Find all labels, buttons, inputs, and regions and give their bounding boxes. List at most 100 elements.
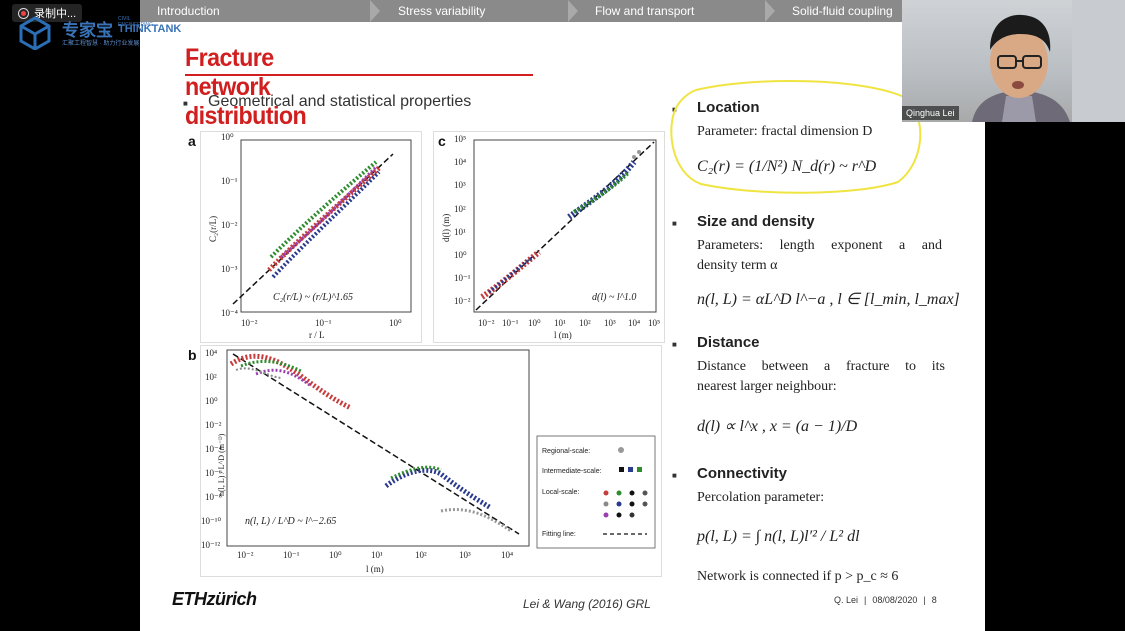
location-title: Location [697,99,760,116]
a-ytick: 10⁰ [221,132,234,142]
footer-date: 08/08/2020 [872,595,918,605]
nav-chevron [568,0,578,22]
b-legend: Regional-scale: Intermediate-scale: Loca… [536,435,656,549]
size-text-1: Parameters: length exponent a and [697,238,942,253]
b-fit-line [232,353,520,535]
slide-title: Fracture network distribution [185,44,307,130]
a-ytick: 10⁻³ [221,264,238,274]
location-text: Parameter: fractal dimension D [697,124,873,139]
recording-indicator[interactable]: 录制中... [12,4,83,22]
c-xtick: 10² [579,318,591,328]
bullet-icon: ■ [672,219,677,228]
presenter-avatar [972,0,1125,122]
logo-en: THINKTANK [118,23,182,35]
connectivity-formula: p(l, L) = ∫ n(l, L)l′² / L² dl [697,528,860,545]
c-ytick: 10⁻² [454,296,471,306]
c-xtick: 10⁴ [628,318,640,328]
a-ytick: 10⁻² [221,220,238,230]
panel-b-label: b [188,347,197,363]
a-xtick: 10⁰ [389,318,402,328]
nav-item-coupling[interactable]: Solid-fluid coupling [792,4,893,18]
legend-fitting: Fitting line: [542,531,576,538]
bullet-icon: ■ [672,340,677,349]
a-ylabel: C₂(r/L) [208,216,218,242]
connectivity-text-2: Network is connected if p > p_c ≈ 6 [697,569,899,584]
connectivity-text-1: Percolation parameter: [697,490,825,505]
c-ylabel: d(l) (m) [441,214,451,242]
footer-sep: | [923,595,926,605]
record-icon [18,7,29,19]
webcam-video[interactable]: Qinghua Lei [902,0,1125,122]
logo-sub-top: CIVIL ENGINEERING [118,16,154,28]
b-ytick: 10⁻¹⁰ [201,516,221,526]
c-ytick: 10² [454,204,466,214]
c-ytick: 10⁵ [454,134,466,144]
b-ytick: 10⁴ [205,348,217,358]
b-ytick: 10⁻⁴ [205,444,222,454]
location-formula: C₂(r) = (1/N²) N_d(r) ~ r^D [697,158,877,175]
b-xlabel: l (m) [366,564,384,574]
chart-a: 10⁰ 10⁻¹ 10⁻² 10⁻³ 10⁻⁴ 10⁻² 10⁻¹ 10⁰ r … [200,131,422,343]
size-formula: n(l, L) = αL^D l^−a , l ∈ [l_min, l_max] [697,291,960,308]
title-underline [185,74,533,76]
webcam-name: Qinghua Lei [902,106,959,120]
c-scatter [480,150,641,300]
c-xtick: 10⁰ [528,318,541,328]
b-xtick: 10¹ [371,550,383,560]
b-ytick: 10⁻⁶ [205,468,222,478]
a-xtick: 10⁻¹ [315,318,332,328]
logo-cn: 专家宝 [62,21,113,40]
connectivity-title: Connectivity [697,465,788,482]
c-xtick: 10¹ [554,318,566,328]
c-xtick: 10⁻¹ [502,318,519,328]
nav-item-introduction[interactable]: Introduction [157,4,220,18]
legend-regional: Regional-scale: [542,448,590,455]
thinktank-logo: 专家宝 CIVIL ENGINEERING THINKTANK 汇聚工程智慧 ·… [18,16,181,52]
legend-intermediate: Intermediate-scale: [542,468,602,475]
footer-sep: | [864,595,867,605]
footer-author: Q. Lei [834,595,859,605]
a-xlabel: r / L [309,330,325,340]
b-ytick: 10⁰ [205,396,218,406]
nav-item-flow[interactable]: Flow and transport [595,4,695,18]
nav-chevron [370,0,380,22]
nav-item-stress[interactable]: Stress variability [398,4,486,18]
size-title: Size and density [697,213,815,230]
a-ytick: 10⁻¹ [221,176,238,186]
b-ylabel: n(l, L) / L^D (m⁻ᴰ) [217,433,226,496]
b-annotation: n(l, L) / L^D ~ l^−2.65 [245,516,336,527]
cube-logo-icon [19,16,51,50]
b-xtick: 10² [415,550,427,560]
c-ytick: 10⁰ [454,250,467,260]
b-scatter [229,353,512,533]
a-ytick: 10⁻⁴ [221,308,238,318]
b-xtick: 10⁻¹ [283,550,300,560]
bullet-icon: ■ [672,471,677,480]
b-xtick: 10⁰ [329,550,342,560]
a-annotation: C₂(r/L) ~ (r/L)^1.65 [273,292,353,303]
b-ytick: 10⁻² [205,420,222,430]
c-xtick: 10⁵ [648,318,660,328]
recording-label: 录制中... [34,8,77,20]
panel-c-label: c [438,133,446,149]
b-ytick: 10⁻⁸ [205,492,222,502]
chart-b: 10⁴ 10² 10⁰ 10⁻² 10⁻⁴ 10⁻⁶ 10⁻⁸ 10⁻¹⁰ 10… [200,345,662,577]
b-xtick: 10⁴ [501,550,513,560]
distance-formula: d(l) ∝ l^x , x = (a − 1)/D [697,418,858,435]
footer-meta: Q. Lei | 08/08/2020 | 8 [834,595,937,605]
section-nav: Introduction Stress variability Flow and… [140,0,902,22]
nav-chevron [765,0,775,22]
bullet-icon: ■ [183,99,188,108]
a-xtick: 10⁻² [241,318,258,328]
panel-a-label: a [188,133,196,149]
c-annotation: d(l) ~ l^1.0 [592,292,636,303]
distance-text-1: Distance between a fracture to its [697,359,945,374]
distance-title: Distance [697,334,760,351]
c-xtick: 10³ [604,318,616,328]
citation: Lei & Wang (2016) GRL [523,597,651,611]
c-ytick: 10⁻¹ [454,273,471,283]
c-xtick: 10⁻² [478,318,495,328]
c-ytick: 10³ [454,180,466,190]
chart-c: 10⁵ 10⁴ 10³ 10² 10¹ 10⁰ 10⁻¹ 10⁻² 10⁻² 1… [433,131,665,343]
eth-logo: ETHzürich [172,589,257,609]
